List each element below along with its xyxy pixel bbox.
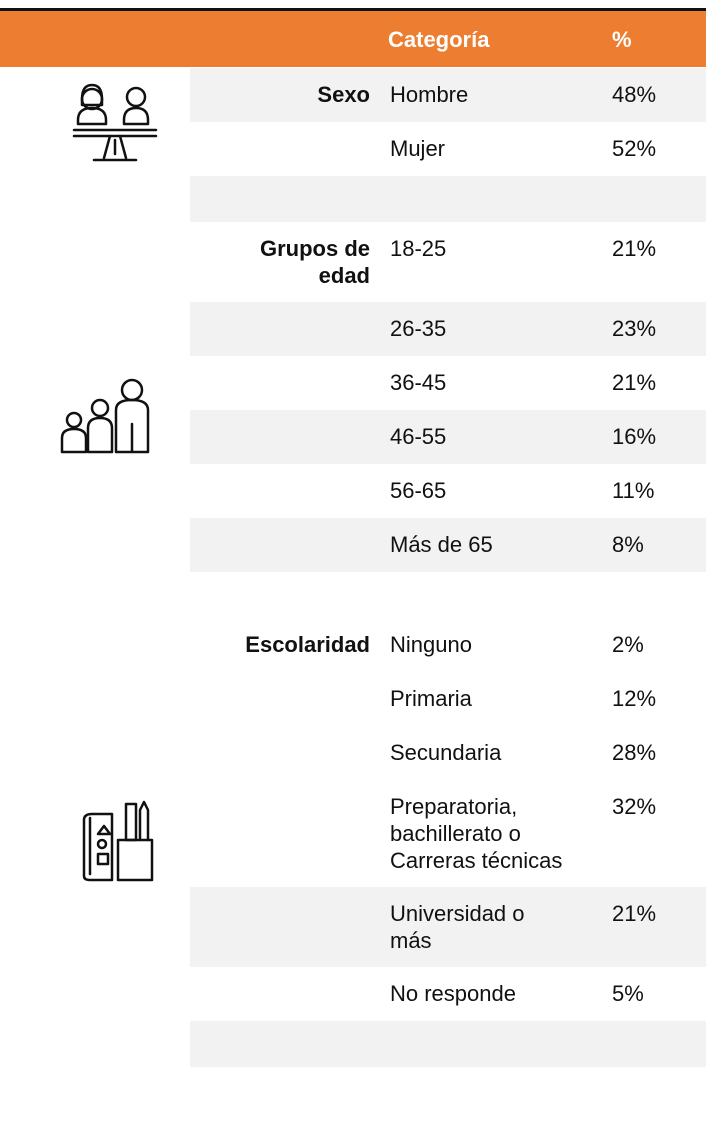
- table-body: Sexo Hombre 48% Mujer 52% Grupos de edad 18-25…: [0, 68, 706, 1067]
- table-row: 56-65 11%: [0, 464, 706, 518]
- empty-cell: [190, 518, 378, 572]
- category-cell: Hombre: [390, 82, 469, 107]
- category-cell: 36-45: [390, 370, 447, 395]
- category-cell: Más de 65: [390, 532, 493, 557]
- icon-cell: [0, 222, 190, 302]
- table-row: Escolaridad Ninguno 2%: [0, 618, 706, 672]
- empty-cell: [190, 780, 378, 887]
- empty-cell: [190, 464, 378, 518]
- percent-cell: 8%: [612, 532, 644, 557]
- empty-cell: [190, 726, 378, 780]
- row-background: [190, 1021, 706, 1067]
- percent-cell: 21%: [612, 370, 657, 395]
- category-cell: Preparatoria, bachillerato o Carreras té…: [390, 794, 563, 873]
- gender-icon: [72, 83, 158, 162]
- empty-cell: [190, 672, 378, 726]
- category-cell: Secundaria: [390, 740, 502, 765]
- percent-cell: 11%: [612, 478, 655, 503]
- category-cell: 18-25: [390, 236, 447, 261]
- icon-cell: [0, 618, 190, 672]
- row-background: [190, 518, 706, 572]
- category-cell: 26-35: [390, 316, 447, 341]
- table-row: Grupos de edad 18-25 21%: [0, 222, 706, 302]
- category-cell: Mujer: [390, 136, 446, 161]
- spacer-row: [0, 176, 706, 222]
- spacer-row: [0, 1021, 706, 1067]
- percent-cell: 23%: [612, 316, 657, 341]
- table-row: Mujer 52%: [0, 122, 706, 176]
- icon-cell: [0, 464, 190, 518]
- section-label: Sexo: [317, 82, 370, 107]
- category-cell: Universidad o más: [390, 901, 525, 953]
- empty-cell: [190, 410, 378, 464]
- header-category: Categoría: [388, 27, 490, 52]
- category-cell: 56-65: [390, 478, 447, 503]
- percent-cell: 16%: [612, 424, 657, 449]
- empty-cell: [190, 356, 378, 410]
- percent-cell: 2%: [612, 632, 644, 657]
- category-cell: Primaria: [390, 686, 472, 711]
- percent-cell: 21%: [612, 236, 657, 261]
- header-percent: %: [612, 27, 632, 52]
- icon-cell: [0, 887, 190, 967]
- table-row: 26-35 23%: [0, 302, 706, 356]
- icon-cell: [0, 726, 190, 780]
- category-cell: Ninguno: [390, 632, 472, 657]
- percent-cell: 5%: [612, 981, 644, 1006]
- table-row: Universidad o más 21%: [0, 887, 706, 967]
- row-background: [190, 410, 706, 464]
- category-cell: No responde: [390, 981, 516, 1006]
- empty-cell: [190, 122, 378, 176]
- percent-cell: 52%: [612, 136, 657, 161]
- percent-cell: 28%: [612, 740, 657, 765]
- icon-cell: [0, 518, 190, 572]
- table-row: Sexo Hombre 48%: [0, 68, 706, 122]
- section-label: Grupos de edad: [259, 236, 370, 288]
- row-background: [190, 887, 706, 967]
- table-row: Preparatoria, bachillerato o Carreras té…: [0, 780, 706, 887]
- icon-cell: [0, 967, 190, 1021]
- spacer-row: [0, 572, 706, 618]
- table-row: 46-55 16%: [0, 410, 706, 464]
- age-groups-icon: [60, 378, 150, 454]
- icon-cell: [0, 672, 190, 726]
- percent-cell: 12%: [612, 686, 657, 711]
- table-row: Más de 65 8%: [0, 518, 706, 572]
- row-background: [190, 302, 706, 356]
- table-row: Secundaria 28%: [0, 726, 706, 780]
- table-row: 36-45 21%: [0, 356, 706, 410]
- row-background: [190, 68, 706, 122]
- empty-cell: [190, 887, 378, 967]
- percent-cell: 32%: [612, 794, 657, 819]
- row-background: [190, 176, 706, 222]
- percent-cell: 48%: [612, 82, 657, 107]
- table-row: No responde 5%: [0, 967, 706, 1021]
- top-rule: [0, 8, 706, 11]
- empty-cell: [190, 967, 378, 1021]
- section-label: Escolaridad: [245, 632, 370, 657]
- table-header: Categoría %: [0, 11, 706, 67]
- schooling-icon: [82, 800, 154, 882]
- category-cell: 46-55: [390, 424, 447, 449]
- percent-cell: 21%: [612, 901, 657, 926]
- empty-cell: [190, 302, 378, 356]
- icon-cell: [0, 302, 190, 356]
- table-row: Primaria 12%: [0, 672, 706, 726]
